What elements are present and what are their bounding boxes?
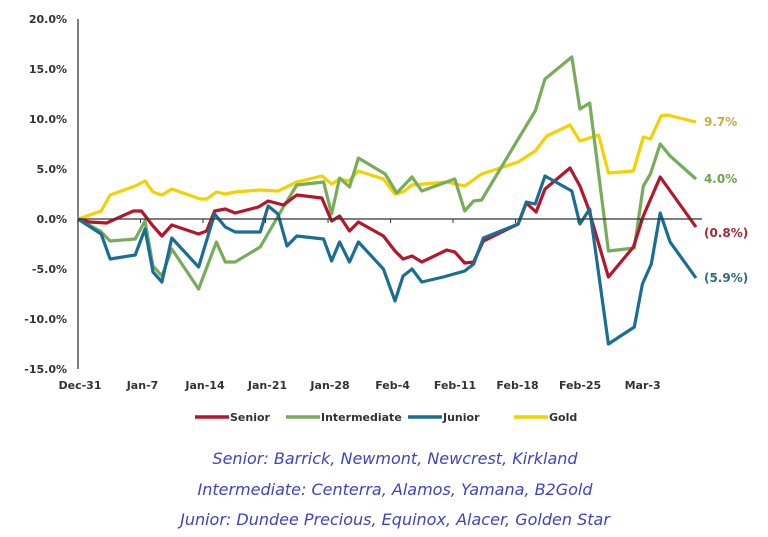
y-tick-label: -15.0% bbox=[24, 363, 67, 376]
end-labels: (0.8%) 4.0% (5.9%) 9.7% bbox=[704, 115, 748, 285]
series-line-senior bbox=[77, 166, 698, 279]
legend-label-senior: Senior bbox=[230, 411, 271, 424]
x-tick-label: Feb-4 bbox=[375, 379, 410, 392]
end-label-intermediate: 4.0% bbox=[704, 172, 737, 186]
y-tick-label: -10.0% bbox=[24, 313, 67, 326]
legend-label-junior: Junior bbox=[442, 411, 480, 424]
x-tick-label: Mar-3 bbox=[625, 379, 661, 392]
x-axis-ticks: Dec-31 Jan-7 Jan-14 Jan-21 Jan-28 Feb-4 Feb-11… bbox=[59, 219, 661, 392]
caption-junior: Junior: Dundee Precious, Equinox, Alacer… bbox=[180, 510, 610, 529]
x-tick-label: Feb-25 bbox=[559, 379, 601, 392]
x-tick-label: Jan-21 bbox=[247, 379, 287, 392]
legend-label-gold: Gold bbox=[549, 411, 577, 424]
y-tick-label: -5.0% bbox=[32, 263, 67, 276]
series-line-junior bbox=[77, 174, 698, 346]
y-tick-label: 20.0% bbox=[29, 13, 67, 26]
series-line-gold bbox=[77, 113, 697, 221]
end-label-senior: (0.8%) bbox=[704, 226, 748, 240]
y-tick-label: 5.0% bbox=[36, 163, 67, 176]
x-tick-label: Dec-31 bbox=[59, 379, 102, 392]
end-label-gold: 9.7% bbox=[704, 115, 737, 129]
x-tick-label: Feb-11 bbox=[434, 379, 476, 392]
caption-intermediate: Intermediate: Centerra, Alamos, Yamana, … bbox=[197, 480, 593, 499]
series-lines bbox=[77, 55, 698, 346]
caption-senior: Senior: Barrick, Newmont, Newcrest, Kirk… bbox=[212, 449, 578, 468]
x-tick-label: Jan-14 bbox=[184, 379, 225, 392]
y-tick-label: 0.0% bbox=[36, 213, 67, 226]
legend: Senior Intermediate Junior Gold bbox=[195, 411, 577, 424]
end-label-junior: (5.9%) bbox=[704, 271, 748, 285]
y-tick-label: 10.0% bbox=[29, 113, 67, 126]
x-tick-label: Jan-7 bbox=[126, 379, 159, 392]
x-tick-label: Feb-18 bbox=[496, 379, 538, 392]
y-axis-ticks: 20.0% 15.0% 10.0% 5.0% 0.0% -5.0% -10.0% -15.0% bbox=[24, 13, 67, 376]
x-tick-label: Jan-28 bbox=[309, 379, 349, 392]
legend-label-intermediate: Intermediate bbox=[321, 411, 402, 424]
y-tick-label: 15.0% bbox=[29, 63, 67, 76]
